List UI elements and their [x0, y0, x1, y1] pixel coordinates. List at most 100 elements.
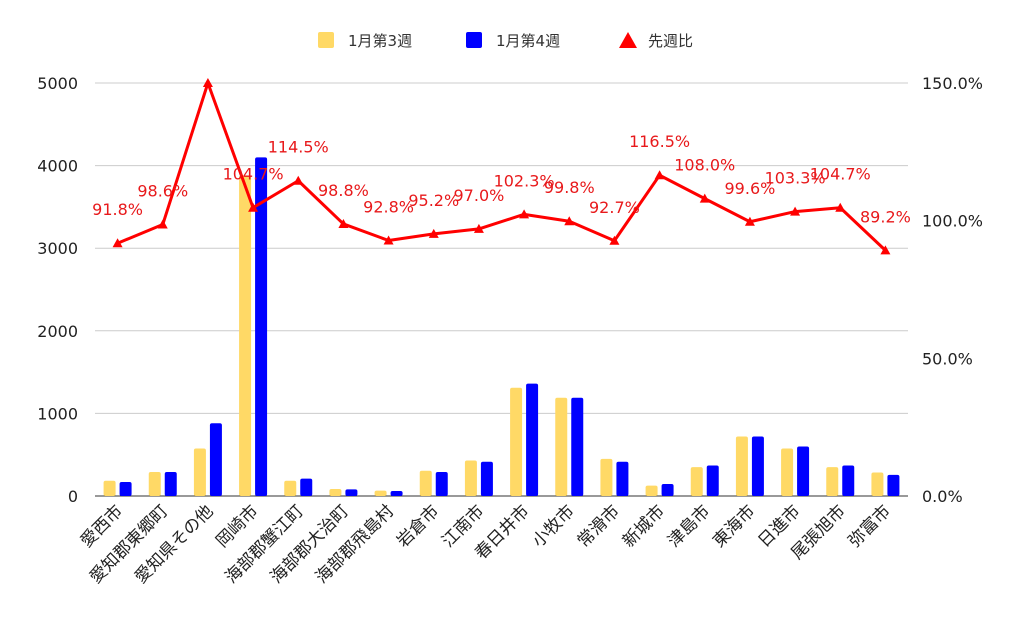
ratio-data-label: 116.5%	[629, 132, 690, 151]
bar-week3	[690, 467, 703, 496]
bar-week3	[781, 448, 794, 496]
bar-week3	[510, 387, 523, 496]
bar-week4	[797, 446, 810, 496]
ratio-point	[428, 228, 439, 238]
bar-week4	[842, 465, 855, 496]
right-tick-label: 150.0%	[922, 74, 983, 93]
bar-week4	[887, 474, 900, 496]
bar-week3	[826, 467, 839, 496]
legend-swatch-week4	[466, 32, 482, 48]
ratio-data-label: 104.7%	[810, 165, 871, 184]
bar-week3	[148, 472, 161, 496]
ratio-data-label: 104.7%	[223, 165, 284, 184]
bar-week4	[480, 461, 493, 496]
ratio-point	[519, 209, 530, 219]
ratio-point	[609, 235, 620, 245]
right-y-axis: 0.0% 50.0% 100.0% 150.0%	[922, 74, 983, 506]
ratio-data-label: 114.5%	[268, 138, 329, 157]
ratio-data-label: 103.3%	[765, 169, 826, 188]
x-tick-label: 弥富市	[845, 501, 895, 551]
bar-week4	[526, 383, 539, 496]
bar-week4	[706, 465, 719, 496]
bar-week4	[661, 484, 674, 496]
ratio-point	[383, 235, 394, 245]
ratio-data-label: 98.6%	[137, 182, 188, 201]
ratio-data-label: 99.8%	[544, 178, 595, 197]
ratio-point	[835, 202, 846, 212]
ratio-data-label: 92.7%	[589, 198, 640, 217]
bar-series	[103, 157, 900, 496]
left-tick-label: 4000	[37, 157, 78, 176]
left-tick-label: 5000	[37, 74, 78, 93]
left-tick-label: 2000	[37, 322, 78, 341]
bar-week3	[645, 485, 658, 496]
bar-week4	[435, 472, 448, 496]
left-tick-label: 1000	[37, 404, 78, 423]
legend: 1月第3週 1月第4週 先週比	[318, 32, 693, 50]
ratio-data-label: 95.2%	[408, 191, 459, 210]
ratio-point	[699, 193, 710, 203]
legend-triangle-icon	[619, 32, 637, 48]
ratio-data-label: 89.2%	[860, 207, 911, 226]
ratio-data-label: 91.8%	[92, 200, 143, 219]
ratio-line-series: 91.8%98.6% 104.7% 114.5% 98.8%92.8%95.2%97.…	[92, 78, 911, 255]
ratio-point	[473, 223, 484, 233]
ratio-line	[117, 81, 887, 252]
legend-label-week3: 1月第3週	[348, 32, 412, 50]
bar-week4	[255, 157, 268, 496]
ratio-data-label: 98.8%	[318, 181, 369, 200]
legend-label-ratio: 先週比	[648, 32, 693, 50]
bar-week3	[555, 397, 568, 496]
legend-swatch-week3	[318, 32, 334, 48]
left-tick-label: 3000	[37, 239, 78, 258]
ratio-data-label: 99.6%	[725, 179, 776, 198]
bar-week4	[616, 461, 629, 496]
ratio-data-label: 97.0%	[454, 186, 505, 205]
x-tick-label: 小牧市	[529, 501, 579, 551]
x-tick-label: 東海市	[709, 501, 759, 551]
ratio-point	[157, 219, 168, 229]
x-tick-label: 津島市	[664, 501, 714, 551]
ratio-data-label: 108.0%	[674, 156, 735, 175]
legend-label-week4: 1月第4週	[496, 32, 560, 50]
ratio-data-label: 102.3%	[494, 171, 555, 190]
ratio-point	[880, 245, 891, 255]
bar-week3	[871, 472, 884, 496]
left-y-axis: 0 1000 2000 3000 4000 5000	[37, 74, 78, 506]
bar-week3	[329, 488, 342, 496]
x-tick-label: 新城市	[619, 501, 669, 551]
bar-week3	[735, 436, 748, 496]
bar-week4	[164, 472, 177, 496]
ratio-point	[338, 218, 349, 228]
bar-week4	[119, 481, 132, 496]
bar-week4	[571, 397, 584, 496]
ratio-point	[112, 238, 123, 248]
right-tick-label: 0.0%	[922, 487, 963, 506]
bar-week3	[103, 480, 116, 496]
bar-week4	[300, 478, 313, 496]
bar-week4	[751, 436, 764, 496]
ratio-point	[744, 216, 755, 226]
bar-week4	[345, 489, 358, 496]
ratio-point	[293, 175, 304, 185]
ratio-point	[790, 206, 801, 216]
x-tick-label: 岩倉市	[393, 501, 443, 551]
ratio-point	[248, 202, 259, 212]
bar-week3	[284, 480, 297, 496]
bar-week3	[464, 460, 477, 496]
right-tick-label: 100.0%	[922, 212, 983, 231]
bar-week3	[193, 448, 206, 496]
right-tick-label: 50.0%	[922, 349, 973, 368]
x-axis: 愛西市愛知郡東郷町愛知県その他岡崎市海部郡蟹江町海部郡大治町海部郡飛島村岩倉市江…	[77, 501, 895, 587]
ratio-point	[202, 78, 213, 87]
bar-week4	[390, 491, 403, 496]
bar-week3	[239, 175, 252, 496]
bar-week4	[209, 423, 222, 496]
gridlines	[95, 82, 908, 497]
ratio-point	[654, 170, 665, 180]
bar-week3	[600, 458, 613, 496]
ratio-point	[564, 216, 575, 226]
bar-week3	[374, 490, 387, 496]
bar-week3	[419, 470, 432, 496]
